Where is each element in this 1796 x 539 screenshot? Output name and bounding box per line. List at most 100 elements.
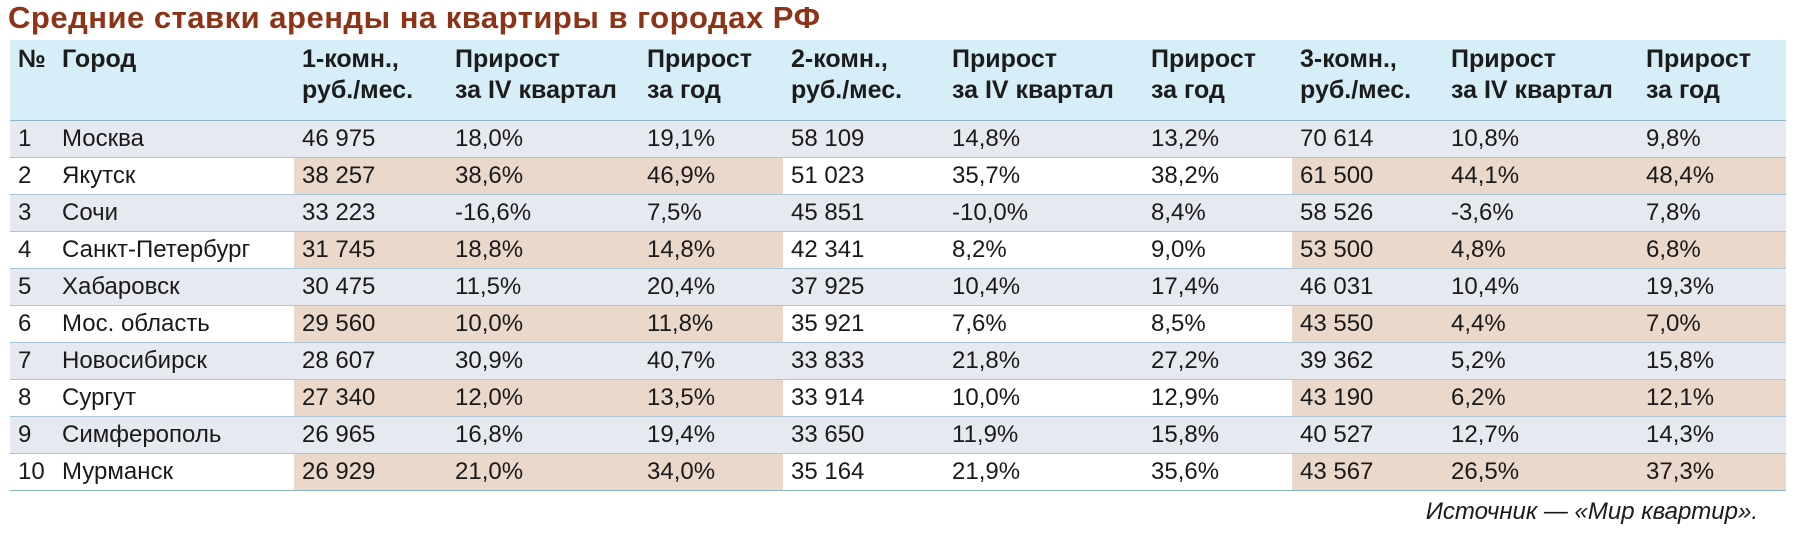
cell-2room-year-growth: 17,4%: [1143, 268, 1292, 306]
source-note: Источник — «Мир квартир».: [1425, 498, 1758, 525]
column-header-2room-quarter-growth: Прирост за IV квартал: [944, 40, 1143, 121]
cell-1room-year-growth: 13,5%: [639, 379, 783, 417]
cell-number: 5: [10, 268, 54, 306]
cell-1room-quarter-growth: -16,6%: [447, 194, 639, 232]
cell-2room-rent: 51 023: [783, 157, 944, 195]
cell-3room-rent: 40 527: [1292, 416, 1443, 454]
cell-2room-quarter-growth: 21,8%: [944, 342, 1143, 380]
cell-1room-quarter-growth: 16,8%: [447, 416, 639, 454]
column-header-3room-rent: 3-комн., руб./мес.: [1292, 40, 1443, 121]
cell-number: 7: [10, 342, 54, 380]
cell-3room-year-growth: 14,3%: [1638, 416, 1786, 454]
cell-3room-quarter-growth: 26,5%: [1443, 453, 1638, 491]
cell-1room-rent: 26 965: [294, 416, 447, 454]
table-row: 1 Москва 46 975 18,0% 19,1% 58 109 14,8%…: [10, 120, 1786, 158]
cell-number: 2: [10, 157, 54, 195]
table-row: 5 Хабаровск 30 475 11,5% 20,4% 37 925 10…: [10, 268, 1786, 306]
cell-3room-rent: 58 526: [1292, 194, 1443, 232]
column-header-2room-rent: 2-комн., руб./мес.: [783, 40, 944, 121]
cell-3room-year-growth: 48,4%: [1638, 157, 1786, 195]
cell-1room-quarter-growth: 38,6%: [447, 157, 639, 195]
cell-city: Хабаровск: [54, 268, 294, 306]
cell-3room-year-growth: 12,1%: [1638, 379, 1786, 417]
cell-3room-year-growth: 7,0%: [1638, 305, 1786, 343]
cell-number: 4: [10, 231, 54, 269]
cell-city: Симферополь: [54, 416, 294, 454]
cell-1room-rent: 29 560: [294, 305, 447, 343]
cell-number: 6: [10, 305, 54, 343]
cell-3room-rent: 70 614: [1292, 120, 1443, 158]
cell-3room-quarter-growth: 5,2%: [1443, 342, 1638, 380]
cell-2room-quarter-growth: 8,2%: [944, 231, 1143, 269]
cell-3room-quarter-growth: 44,1%: [1443, 157, 1638, 195]
column-header-number: №: [10, 40, 54, 121]
cell-1room-year-growth: 46,9%: [639, 157, 783, 195]
cell-2room-rent: 35 164: [783, 453, 944, 491]
cell-2room-year-growth: 8,4%: [1143, 194, 1292, 232]
table-row: 10 Мурманск 26 929 21,0% 34,0% 35 164 21…: [10, 453, 1786, 491]
cell-1room-year-growth: 40,7%: [639, 342, 783, 380]
cell-2room-year-growth: 12,9%: [1143, 379, 1292, 417]
cell-2room-year-growth: 38,2%: [1143, 157, 1292, 195]
cell-number: 3: [10, 194, 54, 232]
cell-3room-year-growth: 7,8%: [1638, 194, 1786, 232]
cell-1room-year-growth: 19,1%: [639, 120, 783, 158]
cell-1room-quarter-growth: 18,0%: [447, 120, 639, 158]
cell-3room-quarter-growth: 4,4%: [1443, 305, 1638, 343]
cell-3room-rent: 43 567: [1292, 453, 1443, 491]
cell-3room-rent: 39 362: [1292, 342, 1443, 380]
cell-2room-quarter-growth: 11,9%: [944, 416, 1143, 454]
cell-city: Санкт-Петербург: [54, 231, 294, 269]
cell-3room-year-growth: 6,8%: [1638, 231, 1786, 269]
cell-2room-year-growth: 13,2%: [1143, 120, 1292, 158]
column-header-1room-quarter-growth: Прирост за IV квартал: [447, 40, 639, 121]
cell-1room-year-growth: 11,8%: [639, 305, 783, 343]
cell-1room-rent: 30 475: [294, 268, 447, 306]
cell-city: Сургут: [54, 379, 294, 417]
cell-2room-rent: 58 109: [783, 120, 944, 158]
cell-city: Новосибирск: [54, 342, 294, 380]
cell-2room-quarter-growth: 21,9%: [944, 453, 1143, 491]
cell-3room-year-growth: 19,3%: [1638, 268, 1786, 306]
cell-3room-year-growth: 15,8%: [1638, 342, 1786, 380]
cell-1room-rent: 26 929: [294, 453, 447, 491]
cell-1room-rent: 46 975: [294, 120, 447, 158]
cell-1room-rent: 27 340: [294, 379, 447, 417]
cell-number: 1: [10, 120, 54, 158]
cell-3room-quarter-growth: 12,7%: [1443, 416, 1638, 454]
header-row: № Город 1-комн., руб./мес. Прирост за IV…: [10, 40, 1786, 121]
cell-number: 9: [10, 416, 54, 454]
cell-2room-quarter-growth: 10,0%: [944, 379, 1143, 417]
column-header-3room-year-growth: Прирост за год: [1638, 40, 1786, 121]
table-row: 6 Мос. область 29 560 10,0% 11,8% 35 921…: [10, 305, 1786, 343]
cell-1room-quarter-growth: 10,0%: [447, 305, 639, 343]
cell-number: 10: [10, 453, 54, 491]
cell-2room-year-growth: 35,6%: [1143, 453, 1292, 491]
table-row: 9 Симферополь 26 965 16,8% 19,4% 33 650 …: [10, 416, 1786, 454]
cell-3room-rent: 61 500: [1292, 157, 1443, 195]
cell-city: Якутск: [54, 157, 294, 195]
table-row: 7 Новосибирск 28 607 30,9% 40,7% 33 833 …: [10, 342, 1786, 380]
cell-1room-rent: 38 257: [294, 157, 447, 195]
cell-1room-quarter-growth: 18,8%: [447, 231, 639, 269]
cell-3room-rent: 43 190: [1292, 379, 1443, 417]
cell-3room-year-growth: 37,3%: [1638, 453, 1786, 491]
column-header-2room-year-growth: Прирост за год: [1143, 40, 1292, 121]
cell-2room-rent: 45 851: [783, 194, 944, 232]
column-header-1room-rent: 1-комн., руб./мес.: [294, 40, 447, 121]
cell-2room-rent: 37 925: [783, 268, 944, 306]
cell-2room-year-growth: 9,0%: [1143, 231, 1292, 269]
cell-2room-year-growth: 15,8%: [1143, 416, 1292, 454]
table-row: 8 Сургут 27 340 12,0% 13,5% 33 914 10,0%…: [10, 379, 1786, 417]
cell-1room-rent: 28 607: [294, 342, 447, 380]
cell-2room-year-growth: 27,2%: [1143, 342, 1292, 380]
cell-1room-quarter-growth: 30,9%: [447, 342, 639, 380]
cell-city: Мурманск: [54, 453, 294, 491]
rent-rates-table: № Город 1-комн., руб./мес. Прирост за IV…: [10, 40, 1786, 491]
cell-2room-rent: 35 921: [783, 305, 944, 343]
cell-2room-quarter-growth: 35,7%: [944, 157, 1143, 195]
cell-2room-year-growth: 8,5%: [1143, 305, 1292, 343]
cell-1room-year-growth: 20,4%: [639, 268, 783, 306]
table-row: 4 Санкт-Петербург 31 745 18,8% 14,8% 42 …: [10, 231, 1786, 269]
cell-3room-quarter-growth: 10,4%: [1443, 268, 1638, 306]
